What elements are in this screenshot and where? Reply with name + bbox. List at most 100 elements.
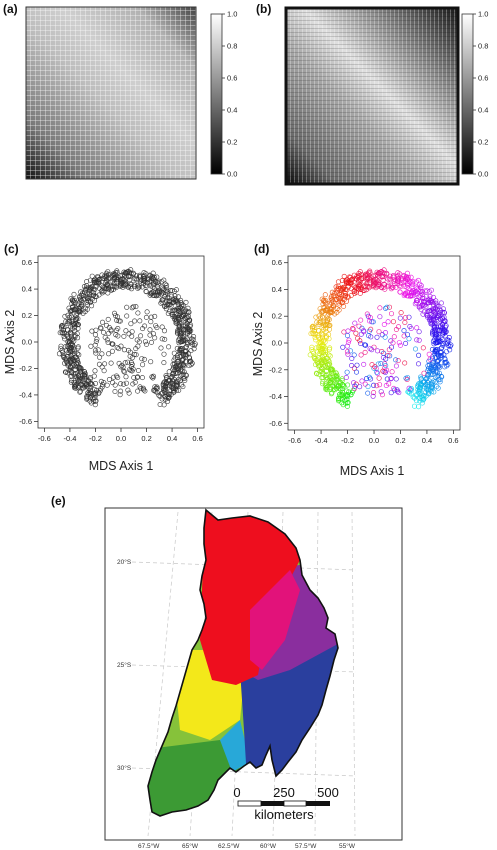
- scatter-c-ylabel: MDS Axis 2: [3, 310, 17, 375]
- scatter-point: [156, 278, 162, 284]
- scatter-point: [349, 363, 355, 369]
- scatter-point: [329, 309, 335, 315]
- scatter-point: [326, 352, 332, 358]
- scalebar-unit: kilometers: [254, 807, 314, 822]
- scatter-point: [338, 387, 344, 393]
- scatter-point: [183, 299, 189, 305]
- scatter-point: [139, 375, 145, 381]
- scatter-point: [147, 292, 153, 298]
- scatter-point: [424, 375, 430, 381]
- scatter-point: [128, 284, 134, 290]
- scatter-point: [377, 305, 383, 311]
- scatter-point: [125, 359, 131, 365]
- scatter-point: [325, 375, 331, 381]
- scatter-point: [362, 342, 368, 348]
- scatter-point: [436, 327, 442, 333]
- scatter-point: [177, 354, 183, 360]
- scatter-point: [88, 384, 94, 390]
- scatter-point: [402, 283, 408, 289]
- scatter-point: [434, 327, 440, 333]
- scatter-point: [329, 377, 335, 383]
- scatter-point: [356, 323, 362, 329]
- scatter-point: [67, 367, 73, 373]
- scatter-point: [104, 276, 110, 282]
- scatter-point: [132, 379, 138, 385]
- panel-label-c: (c): [4, 242, 19, 256]
- scatter-point: [316, 340, 322, 346]
- scatter-point: [402, 291, 408, 297]
- scatter-point: [109, 348, 115, 354]
- scatter-point: [175, 301, 181, 307]
- scatter-point: [343, 375, 349, 381]
- scatter-point: [162, 328, 168, 334]
- scatter-point: [351, 272, 357, 278]
- scatter-point: [326, 317, 332, 323]
- scatter-point: [363, 342, 369, 348]
- scatter-point: [319, 309, 325, 315]
- scatter-point: [113, 270, 119, 276]
- scatter-point: [414, 391, 420, 397]
- scatter-point: [103, 278, 109, 284]
- scatter-point: [68, 353, 74, 359]
- scatter-point: [416, 352, 422, 358]
- scatter-point: [84, 285, 90, 291]
- scatter-point: [438, 349, 444, 355]
- scatter-point: [351, 283, 357, 289]
- scatter-point: [93, 339, 99, 345]
- scatter-point: [338, 292, 344, 298]
- scatter-point: [140, 362, 146, 368]
- scatter-point: [117, 318, 123, 324]
- scatter-point: [395, 358, 401, 364]
- x-tick-label: -0.4: [63, 434, 76, 443]
- scatter-point: [365, 390, 371, 396]
- scatter-point: [133, 304, 139, 310]
- scatter-point: [417, 385, 423, 391]
- scatter-point: [173, 287, 179, 293]
- scatter-point: [62, 344, 68, 350]
- scatter-point: [115, 277, 121, 283]
- scatter-point: [143, 314, 149, 320]
- scatter-point: [412, 403, 418, 409]
- x-tick-label: 0.0: [369, 436, 379, 445]
- scatter-point: [86, 291, 92, 297]
- scatter-point: [441, 314, 447, 320]
- scatter-point: [148, 291, 154, 297]
- scatter-point: [389, 311, 395, 317]
- scatter-point: [65, 319, 71, 325]
- scatter-point: [84, 283, 90, 289]
- scatter-point: [88, 299, 94, 305]
- scatter-point: [414, 300, 420, 306]
- scatter-point: [153, 323, 159, 329]
- scatter-point: [389, 369, 395, 375]
- scatter-point: [186, 363, 192, 369]
- scatter-point: [418, 285, 424, 291]
- scatter-point: [396, 340, 402, 346]
- scatter-point: [192, 341, 198, 347]
- scatter-point: [58, 346, 64, 352]
- scatter-point: [93, 327, 99, 333]
- scatter-point: [123, 283, 129, 289]
- scatter-point: [160, 383, 166, 389]
- scatter-point: [105, 316, 111, 322]
- scatter-point: [109, 279, 115, 285]
- scatter-point: [328, 295, 334, 301]
- scatter-point: [180, 327, 186, 333]
- scatter-point: [69, 297, 75, 303]
- scatter-point: [435, 340, 441, 346]
- colorbar-tick-label: 0.4: [227, 106, 237, 115]
- scatter-point: [118, 280, 124, 286]
- scatter-point: [390, 319, 396, 325]
- scatter-c: -0.6 -0.4 -0.2 0.0 0.2 0.4 0.6 -0.6 -0.4 -0.2 0.0 0…: [3, 255, 205, 473]
- heatmap-a: [25, 6, 197, 180]
- scatter-point: [352, 383, 358, 389]
- scatter-d-ylabel: MDS Axis 2: [251, 312, 265, 377]
- heatmap-b-frame: [284, 6, 460, 186]
- scatter-point: [184, 324, 190, 330]
- scatter-point: [436, 377, 442, 383]
- scatter-point: [422, 288, 428, 294]
- scatter-point: [172, 316, 178, 322]
- scatter-point: [412, 395, 418, 401]
- scatter-point: [174, 360, 180, 366]
- scatter-point: [181, 363, 187, 369]
- scatter-point: [411, 289, 417, 295]
